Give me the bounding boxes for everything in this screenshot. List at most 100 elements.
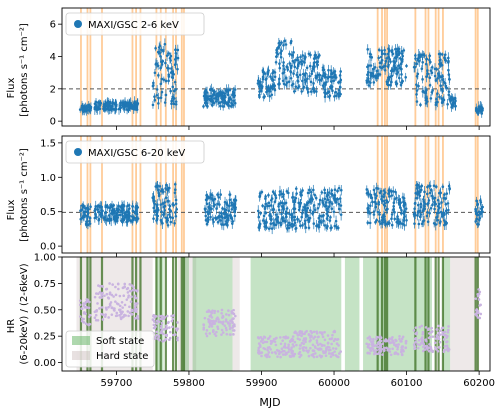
data-point [103, 216, 106, 219]
data-point [330, 85, 334, 89]
data-point [100, 292, 103, 296]
data-point [420, 222, 424, 226]
data-point [128, 283, 132, 286]
data-point [82, 312, 86, 315]
data-point [326, 224, 329, 228]
data-point [216, 310, 220, 313]
data-point [159, 96, 163, 100]
data-point [96, 205, 99, 208]
data-point [224, 95, 227, 99]
data-point [261, 204, 264, 208]
data-point [414, 54, 417, 57]
data-point [234, 314, 237, 318]
data-point [330, 75, 334, 79]
data-point [373, 344, 377, 348]
data-point [96, 319, 100, 322]
data-point [318, 78, 321, 82]
data-point [208, 98, 212, 102]
data-point [151, 84, 155, 88]
data-point [394, 56, 398, 59]
data-point [386, 65, 390, 68]
data-point [337, 202, 341, 206]
data-point [130, 295, 133, 298]
data-point [334, 347, 338, 350]
data-point [229, 333, 232, 336]
data-point [435, 348, 438, 351]
data-point [336, 197, 339, 201]
burst-line [424, 136, 427, 253]
data-point [107, 316, 110, 319]
data-point [422, 53, 426, 56]
data-point [155, 88, 159, 91]
data-point [96, 106, 99, 110]
legend-label: MAXI/GSC 2-6 keV [88, 20, 179, 31]
data-point [437, 337, 441, 341]
data-point [174, 333, 177, 336]
y-tick-label: 0.50 [34, 305, 56, 316]
data-point [214, 97, 217, 100]
data-point [205, 334, 209, 338]
burst-line [155, 136, 158, 253]
middle-ylabel-line1: Flux [6, 200, 17, 221]
data-point [401, 222, 404, 226]
burst-line [139, 136, 142, 253]
data-point [443, 333, 446, 337]
data-point [163, 327, 167, 331]
data-point [316, 206, 320, 210]
data-point [232, 198, 236, 202]
data-point [382, 189, 386, 192]
data-point [224, 222, 228, 226]
data-point [216, 193, 219, 196]
data-point [309, 338, 312, 342]
data-point [173, 182, 177, 186]
data-point [389, 60, 392, 63]
data-point [398, 337, 401, 341]
data-point [394, 338, 397, 342]
data-point [221, 216, 224, 220]
data-point [392, 201, 396, 205]
data-point [427, 349, 431, 353]
data-point [281, 339, 284, 342]
data-point [384, 59, 388, 63]
data-point [218, 215, 222, 218]
data-point [390, 337, 393, 340]
data-point [113, 215, 117, 219]
data-point [172, 102, 176, 106]
data-point [133, 294, 137, 298]
data-point [127, 108, 130, 112]
data-point [109, 301, 113, 304]
burst-line [101, 136, 103, 253]
data-point [88, 322, 92, 326]
data-point [212, 220, 215, 224]
data-point [158, 184, 162, 188]
data-point [134, 107, 137, 110]
data-point [163, 316, 167, 319]
data-point [434, 202, 438, 206]
data-point [307, 333, 311, 337]
data-point [447, 348, 451, 351]
data-point [123, 282, 127, 286]
data-point [314, 352, 317, 355]
data-point [395, 343, 398, 347]
data-point [437, 202, 441, 206]
data-point [477, 288, 480, 291]
state-transition-line [441, 257, 445, 371]
data-point [220, 223, 224, 226]
data-point [85, 300, 89, 304]
data-point [292, 90, 296, 93]
data-point [171, 317, 175, 321]
legend-label: MAXI/GSC 6-20 keV [88, 148, 185, 159]
data-point [372, 74, 376, 78]
data-point [270, 341, 273, 344]
y-tick-label: 1.00 [34, 253, 56, 264]
data-point [450, 105, 453, 109]
data-point [294, 85, 298, 88]
data-point [323, 330, 326, 334]
data-point [152, 323, 156, 327]
data-point [326, 334, 330, 337]
burst-line [183, 8, 185, 126]
data-point [304, 340, 307, 344]
data-point [423, 348, 427, 351]
legend-swatch-hard [72, 351, 90, 360]
data-point [232, 329, 236, 332]
